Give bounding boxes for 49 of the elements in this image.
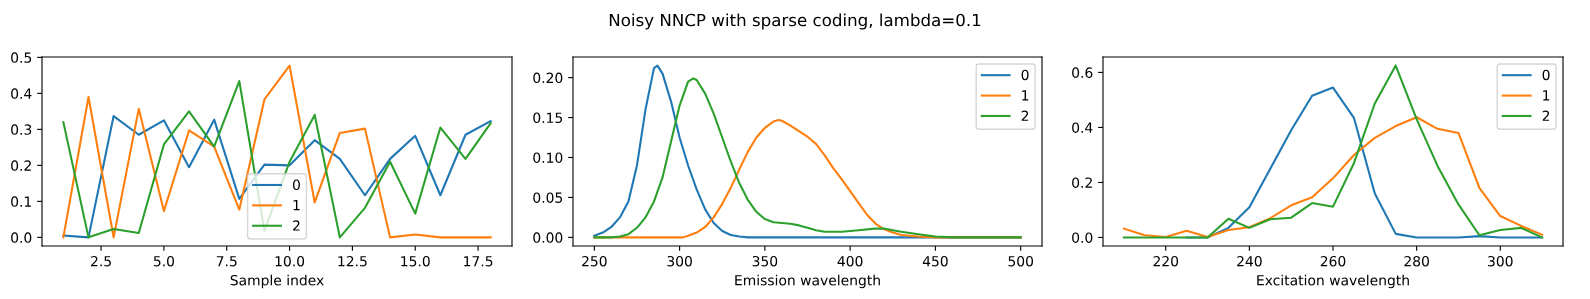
legend-label: 0 — [292, 179, 300, 191]
y-tick-label: 0.4 — [11, 88, 32, 99]
y-tick-label: 0.4 — [1072, 122, 1093, 133]
y-tick-label: 0.6 — [1072, 67, 1093, 78]
y-tick-label: 0.0 — [1072, 232, 1093, 243]
y-tick-label: 0.05 — [533, 192, 563, 203]
x-tick-label: 15.0 — [401, 255, 430, 267]
x-tick-label: 220 — [1153, 255, 1179, 267]
x-tick-label: 240 — [1237, 255, 1262, 267]
y-tick-label: 0.20 — [533, 72, 563, 84]
x-tick-label: 7.5 — [216, 256, 237, 267]
x-tick-label: 17.5 — [464, 256, 493, 267]
x-axis-title: Emission wavelength — [735, 274, 880, 289]
chart-title: Noisy NNCP with sparse coding, lambda=0.1 — [609, 13, 981, 30]
legend-label: 1 — [1022, 90, 1029, 101]
x-tick-label: 10.0 — [275, 255, 305, 267]
x-tick-label: 350 — [752, 255, 778, 267]
x-axis-title: Sample index — [230, 274, 324, 289]
legend-label: 2 — [1542, 110, 1550, 121]
x-tick-label: 450 — [922, 255, 948, 267]
legend-label: 2 — [293, 220, 300, 231]
y-tick-label: 0.1 — [11, 196, 31, 207]
x-tick-label: 260 — [1320, 255, 1346, 267]
line-series — [1122, 64, 1544, 239]
line-series — [62, 115, 492, 239]
y-tick-label: 0.3 — [11, 124, 32, 135]
y-tick-label: 0.2 — [1072, 177, 1092, 188]
y-tick-label: 0.2 — [11, 160, 31, 171]
x-tick-label: 300 — [667, 255, 692, 267]
x-tick-label: 250 — [582, 255, 607, 267]
legend-label: 1 — [1543, 90, 1550, 101]
legend-label: 2 — [1021, 110, 1029, 121]
x-tick-label: 12.5 — [338, 255, 367, 267]
x-axis-title: Excitation wavelength — [1257, 274, 1409, 289]
x-tick-label: 400 — [837, 255, 863, 267]
legend-label: 1 — [293, 200, 300, 211]
x-tick-label: 280 — [1404, 255, 1429, 267]
y-tick-label: 0.00 — [533, 232, 563, 243]
y-tick-label: 0.0 — [11, 232, 32, 243]
y-tick-label: 0.15 — [533, 112, 563, 124]
legend-label: 0 — [1021, 69, 1029, 81]
x-tick-label: 500 — [1008, 255, 1034, 267]
line-series — [1122, 116, 1544, 238]
x-tick-label: 300 — [1488, 255, 1513, 267]
y-tick-label: 0.10 — [533, 152, 563, 163]
y-tick-label: 0.5 — [11, 52, 32, 63]
legend-label: 0 — [1542, 69, 1550, 81]
x-tick-label: 5.0 — [153, 255, 175, 267]
x-tick-label: 2.5 — [91, 255, 111, 267]
